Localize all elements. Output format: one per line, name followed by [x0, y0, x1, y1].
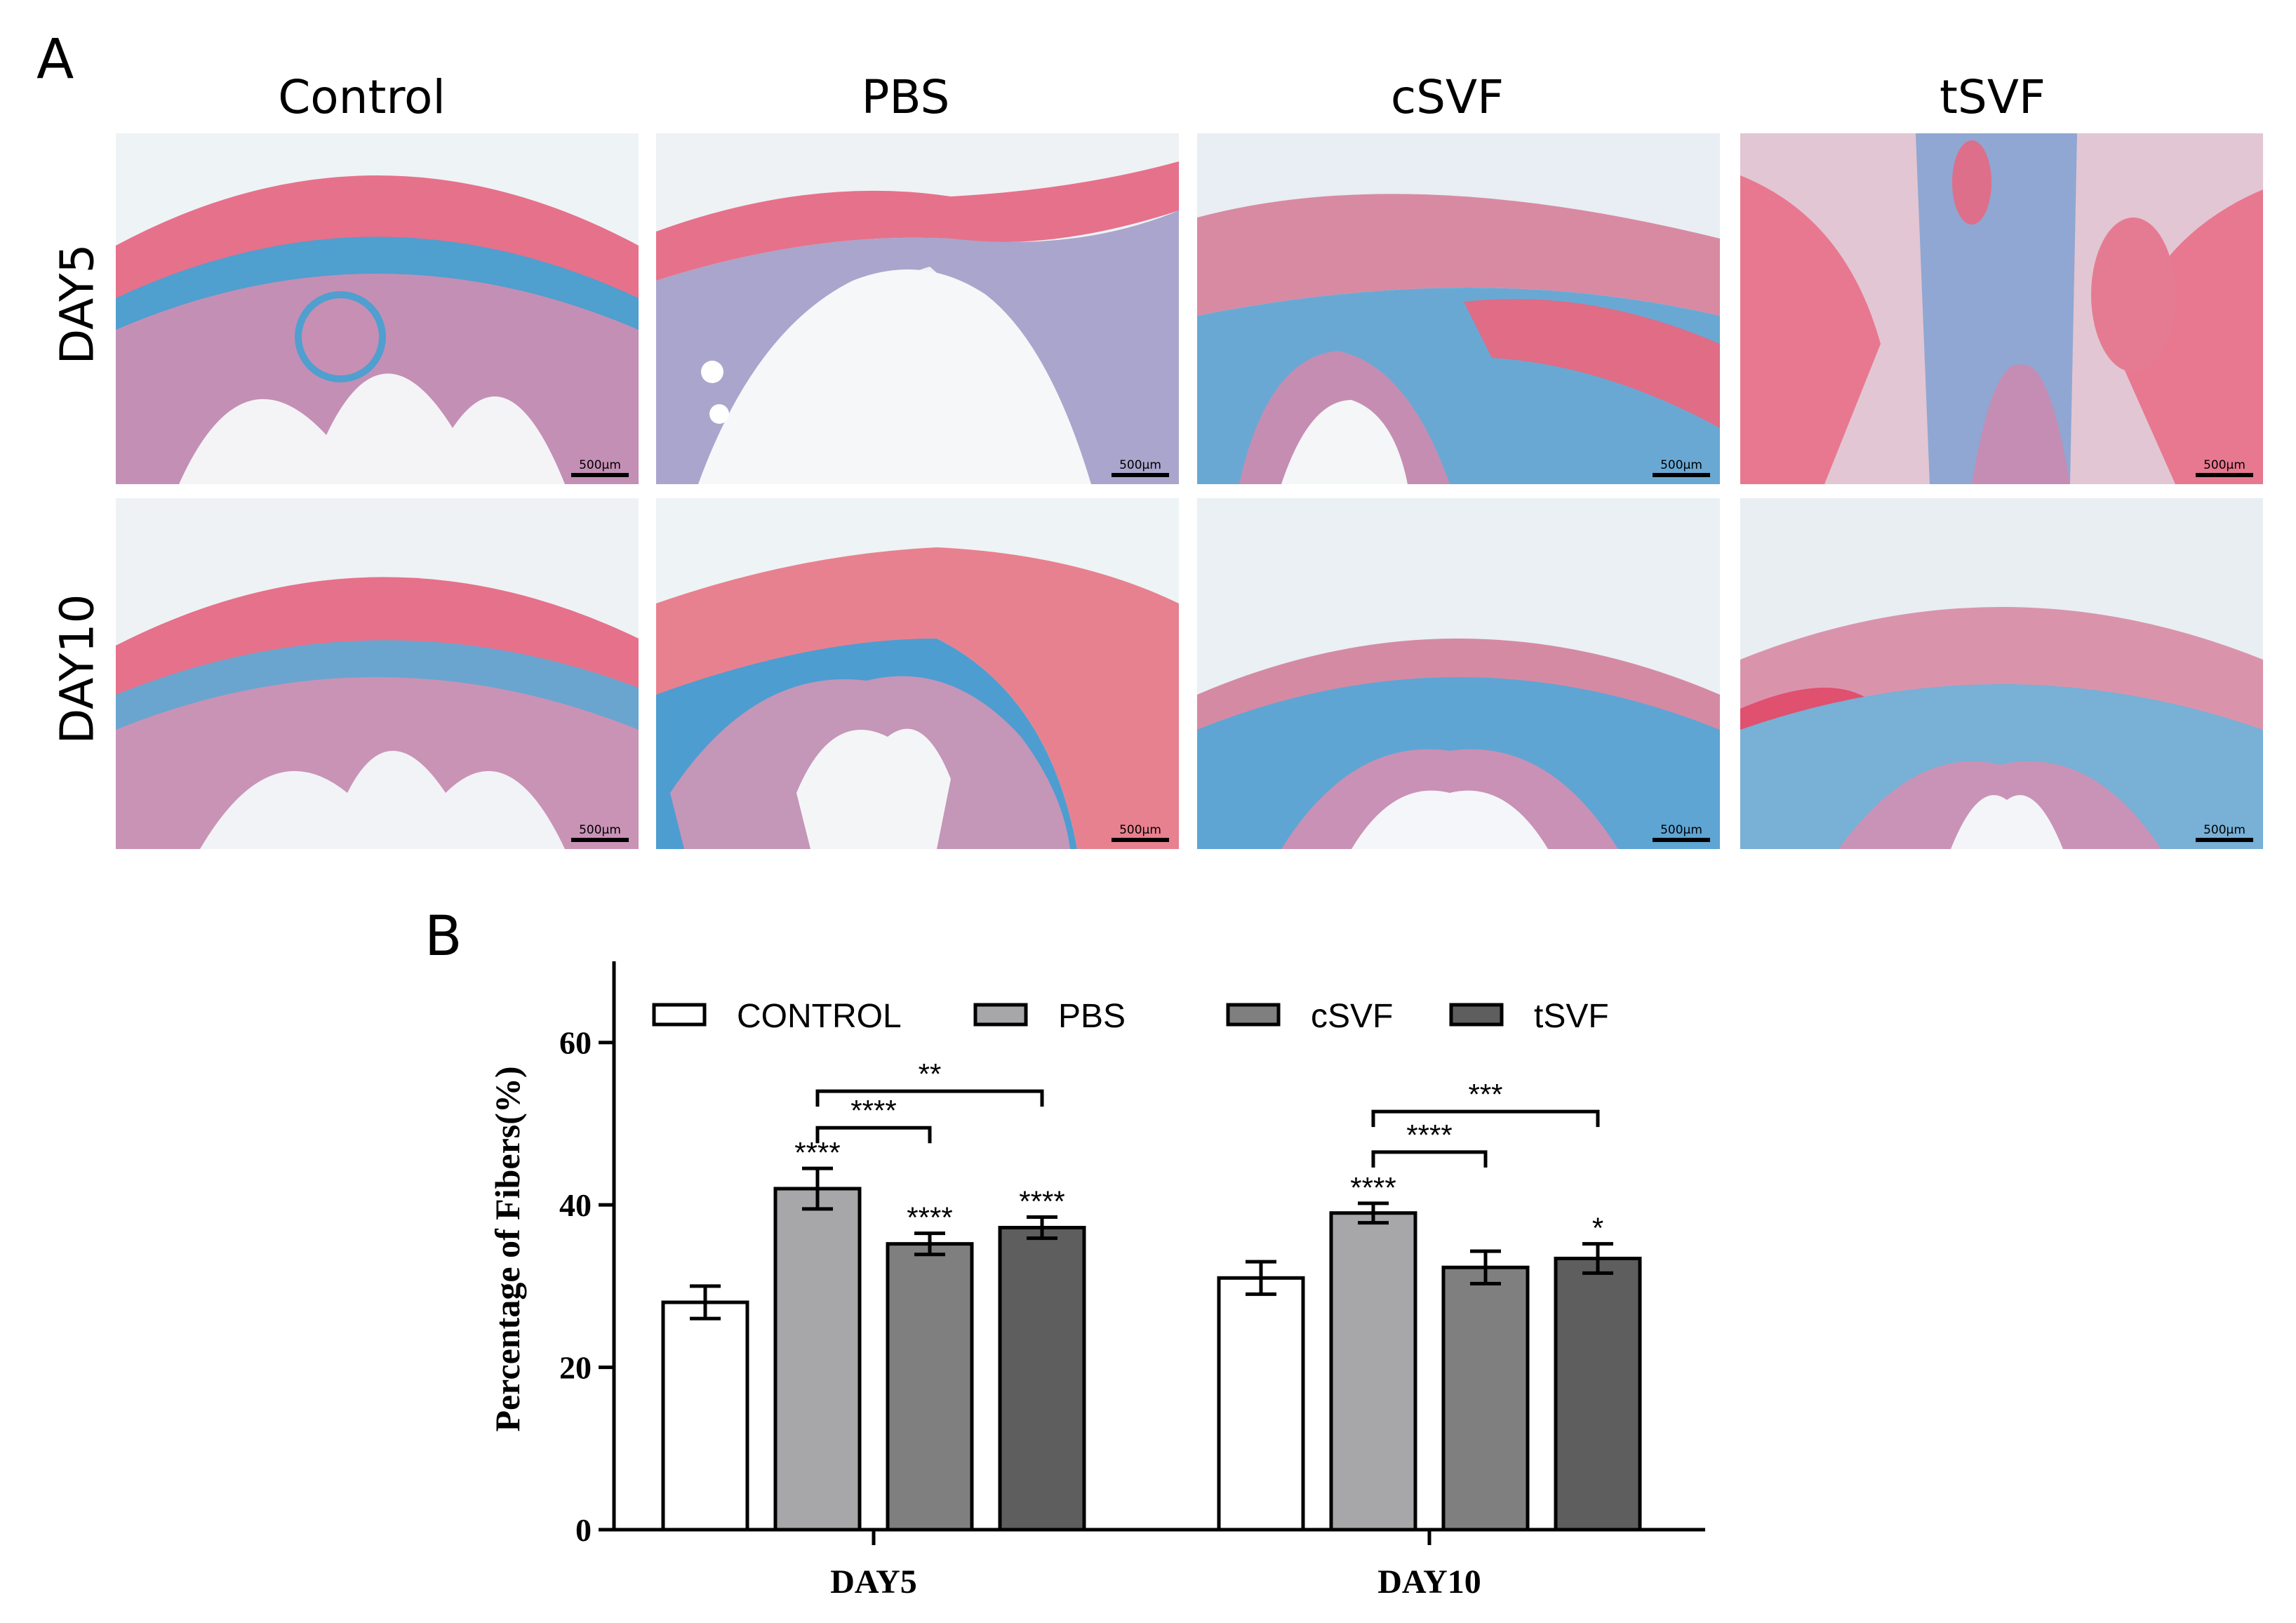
scale-bar: 500μm: [1653, 823, 1710, 842]
significance-label: ****: [907, 1201, 952, 1234]
comparison-label: ***: [1468, 1078, 1502, 1111]
bar-tsvf: [998, 1226, 1086, 1532]
y-tick-label: 60: [559, 1025, 592, 1061]
scale-bar: 500μm: [571, 823, 629, 842]
bar-control: [1217, 1276, 1305, 1532]
micrograph-control-day5: 500μm: [116, 133, 639, 484]
bar-control: [661, 1300, 749, 1532]
legend-swatch-control: [652, 1003, 707, 1027]
legend-label-tsvf: tSVF: [1534, 998, 1609, 1035]
scale-bar: 500μm: [2196, 458, 2253, 477]
scale-bar: 500μm: [2196, 823, 2253, 842]
micrograph-tsvf-day5: 500μm: [1740, 133, 2263, 484]
bar-pbs: [773, 1187, 862, 1532]
significance-label: ****: [1350, 1171, 1396, 1204]
micrograph-control-day10: 500μm: [116, 498, 639, 849]
micrograph-pbs-day5: 500μm: [656, 133, 1179, 484]
y-tick-label: 20: [559, 1350, 592, 1386]
scale-bar: 500μm: [1653, 458, 1710, 477]
y-tick-label: 40: [559, 1187, 592, 1223]
panel-a-label: A: [36, 28, 74, 91]
x-tick-label: DAY10: [1377, 1563, 1481, 1601]
comparison-label: ****: [1406, 1118, 1452, 1151]
legend-label-csvf: cSVF: [1311, 998, 1393, 1035]
panel-b-label: B: [425, 905, 462, 968]
significance-label: *: [1592, 1212, 1603, 1245]
comparison-label: **: [919, 1057, 942, 1090]
micrograph-pbs-day10: 500μm: [656, 498, 1179, 849]
legend: CONTROL PBS cSVF tSVF: [652, 998, 1609, 1035]
comparison-bracket: [1371, 1150, 1488, 1168]
y-tick-label: 0: [575, 1512, 592, 1548]
bar-csvf: [1441, 1265, 1530, 1532]
micrograph-csvf-day5: 500μm: [1197, 133, 1720, 484]
legend-swatch-csvf: [1226, 1003, 1281, 1027]
annotations: ************ *********** *******: [794, 1057, 1603, 1245]
column-header-pbs: PBS: [861, 70, 950, 124]
scale-bar: 500μm: [1112, 458, 1169, 477]
comparison-bracket: [815, 1126, 932, 1144]
y-axis-label: Percentage of Fibers(%): [488, 1066, 527, 1431]
comparison-bracket: [815, 1089, 1044, 1107]
legend-swatch-pbs: [973, 1003, 1028, 1027]
legend-label-control: CONTROL: [737, 998, 902, 1035]
bar-pbs: [1329, 1211, 1417, 1532]
scale-bar: 500μm: [571, 458, 629, 477]
x-tick-label: DAY5: [830, 1563, 917, 1601]
micrograph-csvf-day10: 500μm: [1197, 498, 1720, 849]
legend-label-pbs: PBS: [1058, 998, 1126, 1035]
bar-tsvf: [1554, 1257, 1642, 1532]
bars: [661, 1166, 1642, 1532]
comparison-bracket: [1371, 1109, 1600, 1128]
column-header-tsvf: tSVF: [1940, 70, 2045, 124]
bar-csvf: [886, 1242, 974, 1532]
legend-swatch-tsvf: [1449, 1003, 1504, 1027]
micrograph-tsvf-day10: 500μm: [1740, 498, 2263, 849]
column-header-csvf: cSVF: [1390, 70, 1504, 124]
column-header-control: Control: [278, 70, 446, 124]
significance-label: ****: [1019, 1185, 1064, 1218]
comparison-label: ****: [850, 1094, 896, 1127]
scale-bar: 500μm: [1112, 823, 1169, 842]
